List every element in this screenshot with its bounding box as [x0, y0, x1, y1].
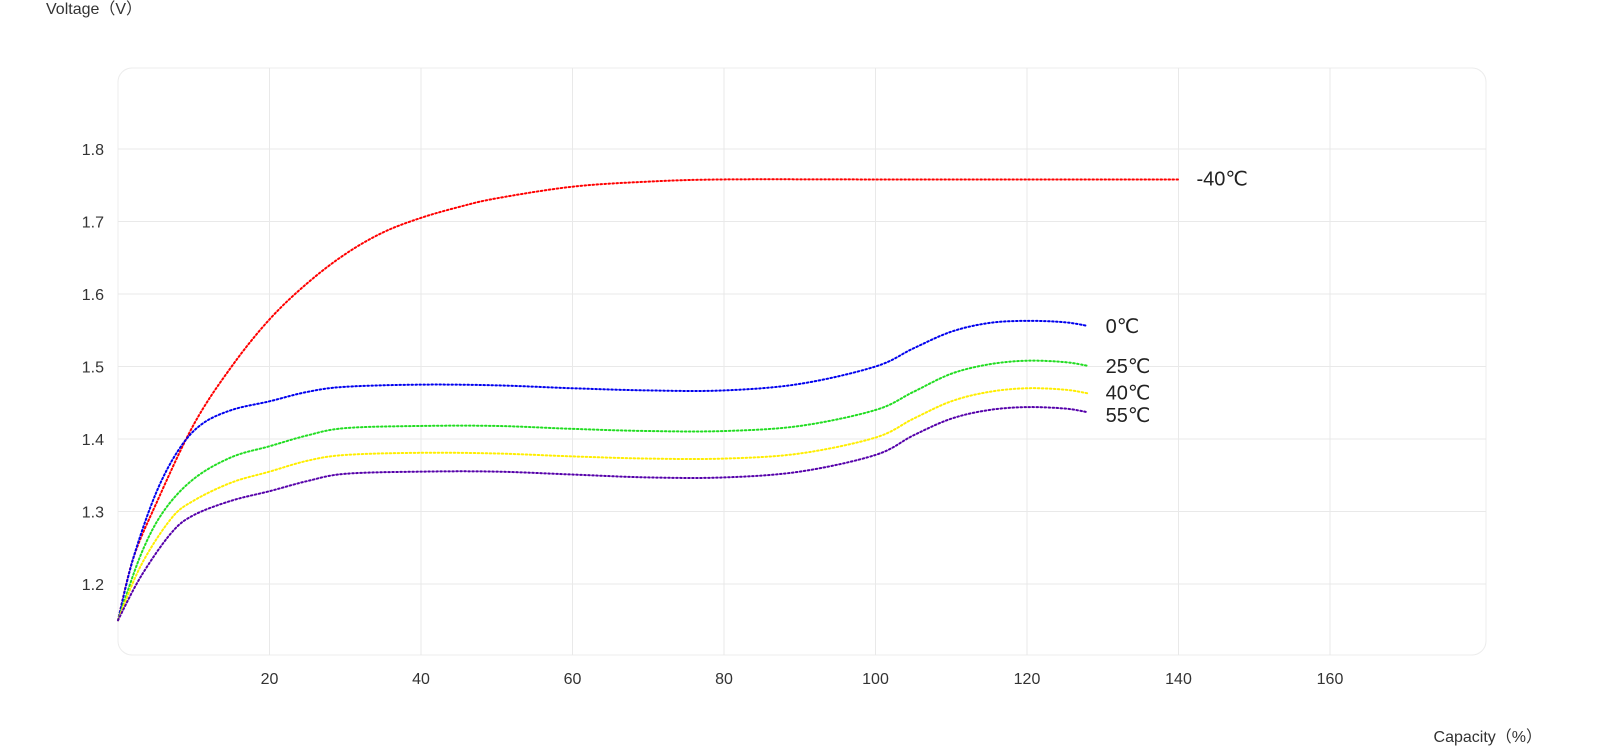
y-axis-ticks: 1.2 1.3 1.4 1.5 1.6 1.7 1.8 [82, 142, 104, 594]
y-tick-label: 1.3 [82, 505, 104, 522]
x-axis-title: Capacity（%） [1434, 728, 1542, 746]
plot-area [117, 67, 1487, 656]
y-axis-title: Voltage（V） [46, 0, 142, 18]
series-labels: -40℃ 0℃ 25℃ 40℃55℃ [1106, 168, 1248, 427]
series-line [117, 178, 1180, 622]
series-label: 0℃ [1106, 316, 1140, 338]
series-label: 55℃ [1106, 405, 1151, 427]
series-label: 25℃ [1106, 356, 1151, 378]
y-tick-label: 1.2 [82, 577, 104, 594]
series-label: -40℃ [1197, 168, 1248, 190]
y-tick-label: 1.7 [82, 215, 104, 232]
x-tick-label: 140 [1165, 671, 1192, 688]
y-tick-label: 1.8 [82, 142, 104, 159]
x-tick-label: 20 [261, 671, 279, 688]
y-tick-label: 1.5 [82, 360, 104, 377]
x-tick-label: 120 [1014, 671, 1041, 688]
series-line [117, 387, 1089, 622]
x-tick-label: 40 [412, 671, 430, 688]
series-label: 40℃ [1106, 382, 1151, 404]
y-tick-label: 1.4 [82, 432, 104, 449]
x-tick-label: 80 [715, 671, 733, 688]
series-line [117, 319, 1089, 622]
y-tick-label: 1.6 [82, 287, 104, 304]
series-lines [117, 178, 1180, 622]
x-axis-ticks: 20 40 60 80 100 120 140 160 [261, 671, 1344, 688]
grid [118, 68, 1486, 655]
x-tick-label: 60 [564, 671, 582, 688]
series-line [117, 406, 1089, 622]
x-tick-label: 100 [862, 671, 889, 688]
x-tick-label: 160 [1317, 671, 1344, 688]
series-line [117, 359, 1089, 622]
